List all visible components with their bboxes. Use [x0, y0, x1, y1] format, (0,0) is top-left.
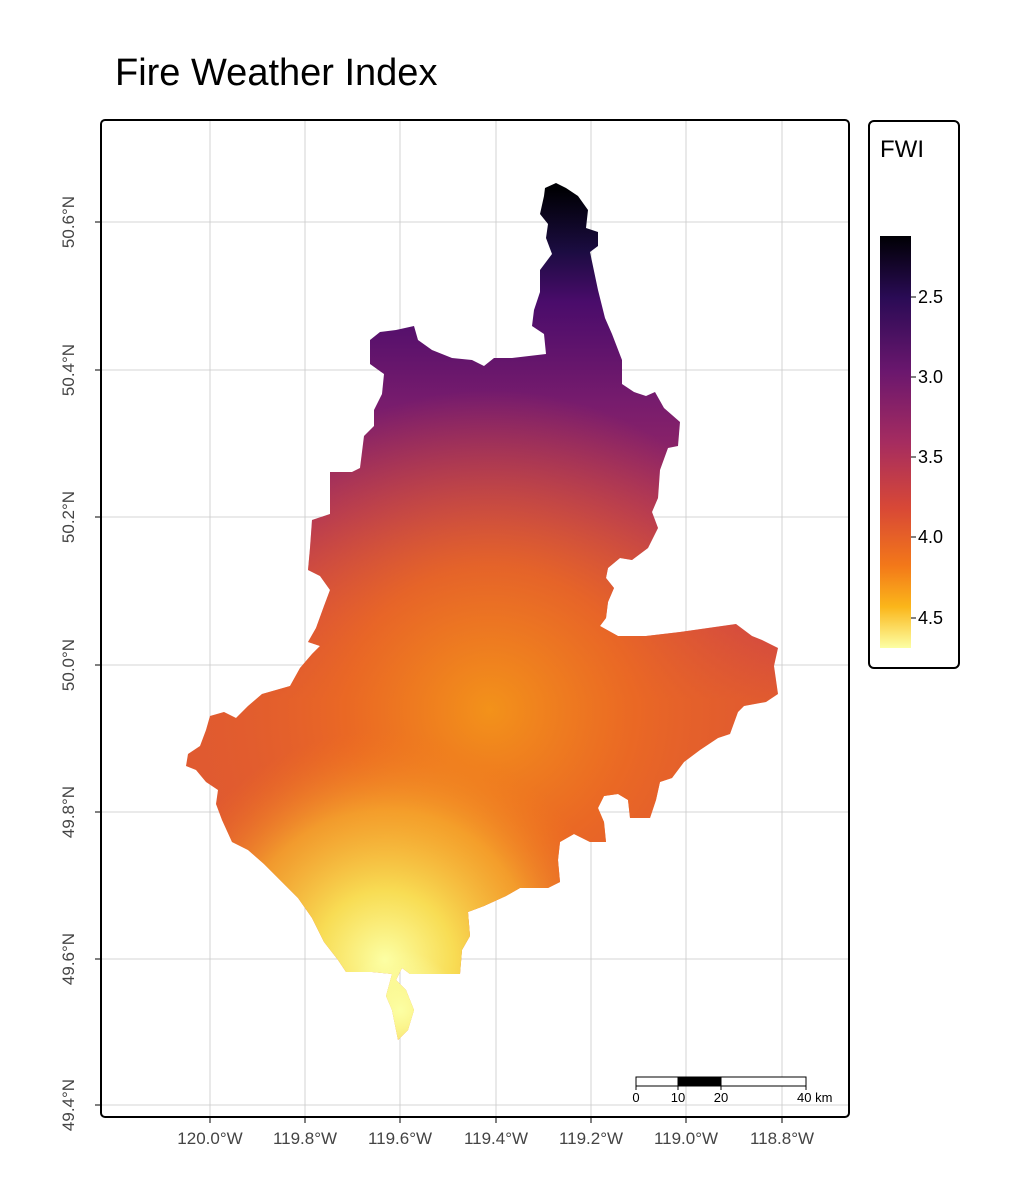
x-tick-label: 119.4°W	[464, 1129, 528, 1148]
legend-colorbar	[880, 236, 911, 648]
scale-bar-label: 10	[671, 1090, 685, 1105]
fwi-raster-region	[186, 183, 778, 1040]
legend-tick-label: 3.5	[918, 447, 943, 467]
x-tick-label: 119.6°W	[368, 1129, 432, 1148]
legend-tick-label: 2.5	[918, 287, 943, 307]
x-tick-label: 119.0°W	[654, 1129, 718, 1148]
y-tick-label: 49.6°N	[59, 933, 78, 985]
legend-tick-label: 4.5	[918, 608, 943, 628]
y-tick-label: 50.0°N	[59, 639, 78, 691]
scale-bar-label: 20	[714, 1090, 728, 1105]
y-tick-label: 49.4°N	[59, 1079, 78, 1131]
y-tick-label: 50.4°N	[59, 344, 78, 396]
x-axis	[209, 1117, 783, 1123]
legend-tick-label: 3.0	[918, 367, 943, 387]
x-tick-label: 120.0°W	[177, 1129, 242, 1148]
scale-bar-label: 0	[632, 1090, 639, 1105]
legend: FWI	[868, 120, 960, 669]
scale-bar-label: 40 km	[797, 1090, 832, 1105]
y-tick-label: 50.6°N	[59, 196, 78, 248]
scale-bar	[635, 1076, 807, 1090]
y-tick-label: 49.8°N	[59, 786, 78, 838]
map-panel-border	[100, 119, 850, 1118]
legend-tick-label: 4.0	[918, 527, 943, 547]
x-tick-label: 118.8°W	[750, 1129, 814, 1148]
page-title: Fire Weather Index	[115, 52, 438, 94]
x-tick-label: 119.8°W	[273, 1129, 337, 1148]
legend-title: FWI	[880, 136, 924, 163]
y-tick-label: 50.2°N	[59, 491, 78, 543]
x-tick-label: 119.2°W	[559, 1129, 623, 1148]
y-axis	[95, 221, 101, 1106]
